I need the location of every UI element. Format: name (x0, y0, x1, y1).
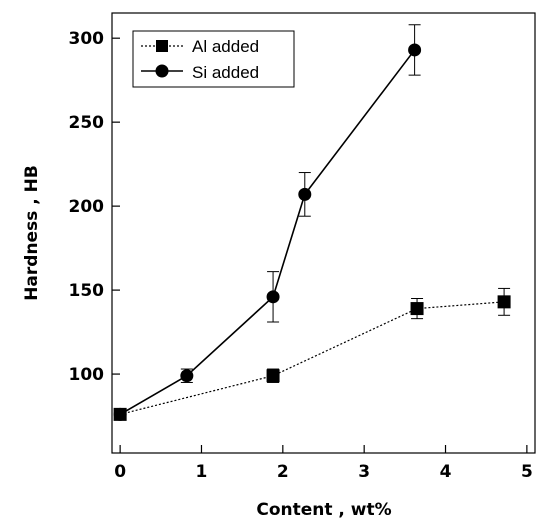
x-tick-label: 0 (114, 462, 126, 482)
data-point-al (498, 295, 511, 308)
data-point-si (114, 408, 127, 421)
data-point-si (267, 290, 280, 303)
x-axis: 0 1 2 3 4 5 (114, 445, 533, 482)
legend: Al added Si added (133, 31, 294, 87)
y-tick-label: 150 (69, 281, 105, 301)
legend-label-si: Si added (192, 63, 259, 82)
y-tick-label: 300 (69, 29, 105, 49)
x-tick-label: 1 (196, 462, 208, 482)
series-line-si (120, 50, 414, 414)
legend-label-al: Al added (192, 37, 259, 56)
legend-marker-al (156, 40, 168, 52)
y-axis-title: Hardness , HB (22, 165, 42, 301)
x-axis-title: Content , wt% (256, 500, 391, 520)
data-point-si (180, 369, 193, 382)
series-line-al (120, 302, 504, 415)
data-point-al (411, 302, 424, 315)
y-tick-label: 100 (69, 365, 105, 385)
x-tick-label: 5 (521, 462, 533, 482)
y-tick-label: 250 (69, 113, 105, 133)
x-tick-label: 3 (358, 462, 370, 482)
y-tick-label: 200 (69, 197, 105, 217)
x-tick-label: 4 (440, 462, 452, 482)
data-point-al (267, 369, 280, 382)
data-point-si (298, 188, 311, 201)
x-tick-label: 2 (277, 462, 289, 482)
data-point-si (408, 43, 421, 56)
legend-marker-si (156, 65, 169, 78)
